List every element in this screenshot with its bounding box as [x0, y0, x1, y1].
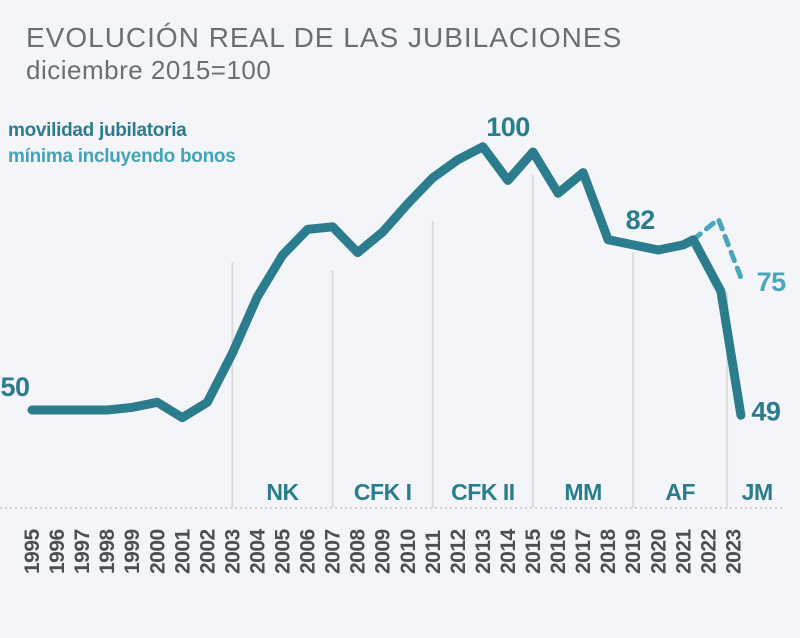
year-tick-label: 2004 [246, 528, 269, 574]
year-tick-label: 2000 [146, 529, 169, 574]
value-label-49: 49 [751, 396, 781, 426]
value-label-82: 82 [626, 205, 655, 235]
year-tick-label: 2013 [472, 529, 495, 574]
chart-title: EVOLUCIÓN REAL DE LAS JUBILACIONES [26, 22, 623, 53]
year-tick-label: 1998 [96, 528, 119, 574]
period-label-cfk-i: CFK I [354, 479, 412, 505]
series-movilidad-jubilatoria-line [27, 142, 746, 423]
value-label-100: 100 [486, 112, 530, 142]
year-tick-label: 1997 [71, 529, 94, 574]
year-tick-label: 2006 [297, 529, 320, 574]
chart-header: EVOLUCIÓN REAL DE LAS JUBILACIONES dicie… [26, 22, 622, 86]
value-label-50: 50 [0, 372, 29, 402]
year-tick-label: 2017 [572, 529, 595, 574]
year-tick-label: 2003 [221, 529, 244, 574]
year-tick-label: 2008 [347, 528, 370, 574]
year-tick-label: 2012 [447, 529, 470, 574]
legend-item-minima-incluyendo-bonos: mínima incluyendo bonos [8, 146, 236, 167]
period-label-nk: NK [266, 479, 299, 505]
year-tick-label: 2021 [672, 528, 695, 574]
chart-legend: movilidad jubilatoria mínima incluyendo … [8, 118, 236, 170]
year-tick-label: 2020 [647, 529, 670, 574]
legend-item-movilidad-jubilatoria: movilidad jubilatoria [8, 120, 187, 141]
year-tick-label: 2010 [397, 529, 420, 574]
period-label-af: AF [665, 479, 695, 505]
year-tick-label: 2001 [171, 528, 194, 574]
year-tick-label: 1996 [46, 529, 69, 574]
year-tick-label: 2011 [422, 530, 445, 574]
year-tick-label: 2007 [322, 529, 345, 574]
chart-subtitle: diciembre 2015=100 [26, 55, 272, 85]
year-tick-label: 1999 [121, 529, 144, 574]
year-tick-label: 2016 [547, 529, 570, 574]
period-label-jm: JM [742, 479, 773, 505]
year-tick-label: 2018 [597, 528, 620, 574]
year-tick-label: 2005 [272, 528, 295, 574]
year-tick-label: 2023 [722, 529, 745, 574]
period-label-cfk-ii: CFK II [451, 479, 514, 505]
year-tick-label: 2015 [522, 528, 545, 574]
year-tick-label: 2009 [372, 529, 395, 574]
year-tick-label: 2002 [196, 529, 219, 574]
value-label-75: 75 [757, 267, 787, 297]
year-tick-label: 2019 [622, 529, 645, 574]
series-minima-bonos-dashed-line [690, 216, 745, 284]
year-tick-label: 2014 [497, 528, 520, 574]
period-label-mm: MM [564, 479, 601, 505]
year-tick-label: 2022 [697, 529, 720, 574]
year-tick-label: 1995 [21, 528, 44, 574]
